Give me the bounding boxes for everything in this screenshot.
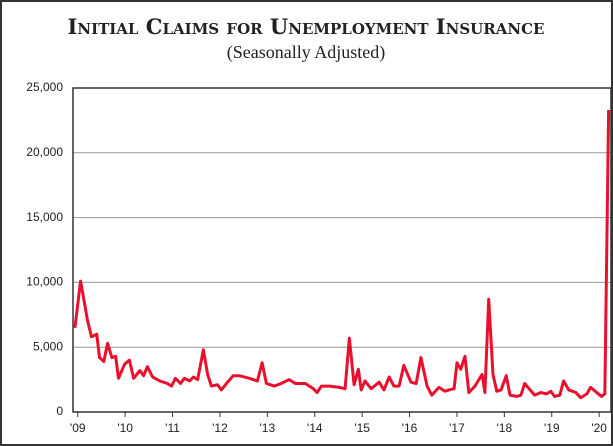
x-tick-label: '09	[70, 421, 86, 435]
x-tick-label: '14	[307, 421, 323, 435]
chart-subtitle: (Seasonally Adjusted)	[227, 42, 385, 63]
x-tick-label: '16	[402, 421, 418, 435]
chart-title: Initial Claims for Unemployment Insuranc…	[68, 14, 545, 39]
x-tick-label: '10	[117, 421, 133, 435]
x-tick-label: '20	[591, 421, 607, 435]
plot-frame	[72, 87, 612, 413]
y-tick-label: 15,000	[26, 210, 63, 224]
y-tick-label: 0	[56, 404, 63, 418]
x-tick-label: '18	[497, 421, 513, 435]
x-tick-label: '15	[354, 421, 370, 435]
y-tick-label: 5,000	[33, 339, 63, 353]
y-tick-label: 10,000	[26, 275, 63, 289]
x-tick-label: '17	[449, 421, 465, 435]
x-tick-label: '19	[544, 421, 560, 435]
data-line	[73, 110, 611, 400]
y-tick-label: 20,000	[26, 145, 63, 159]
x-tick-label: '12	[212, 421, 228, 435]
y-tick-label: 25,000	[26, 80, 63, 94]
x-tick-label: '11	[165, 421, 180, 435]
x-tick-label: '13	[260, 421, 276, 435]
